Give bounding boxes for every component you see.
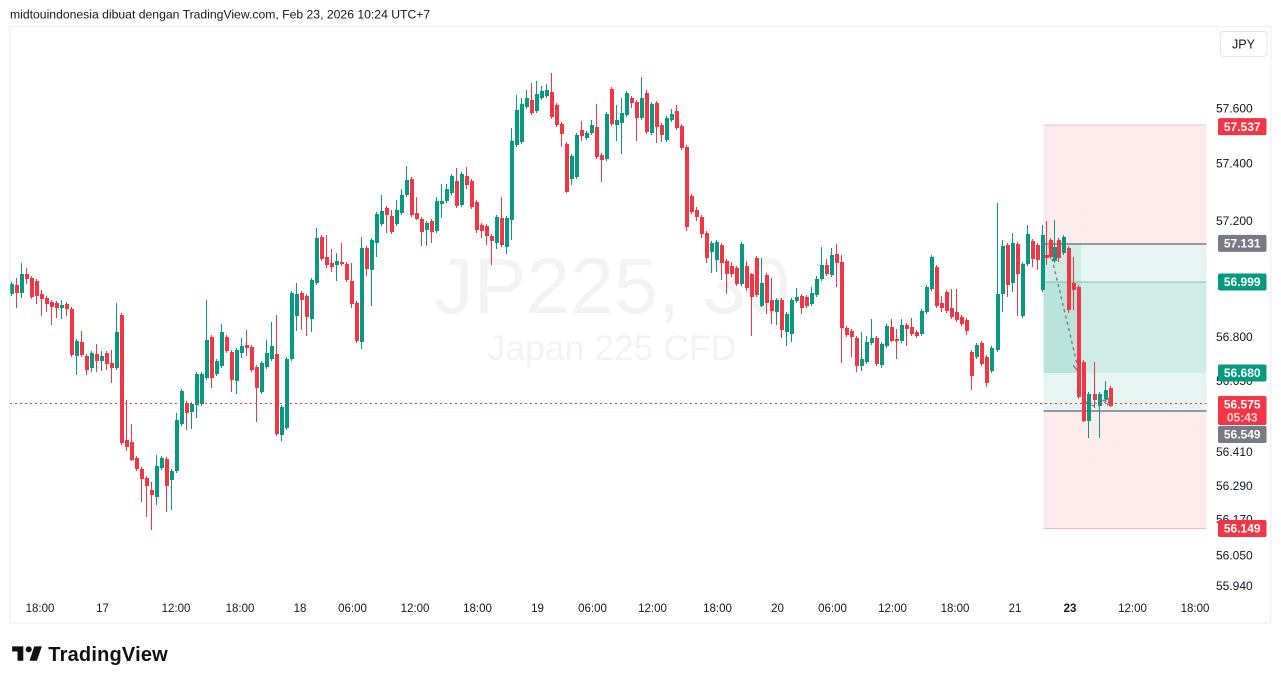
- svg-text:12:00: 12:00: [638, 603, 667, 615]
- svg-text:56.050: 56.050: [1216, 549, 1253, 563]
- svg-text:18:00: 18:00: [703, 603, 732, 615]
- svg-text:56.680: 56.680: [1224, 366, 1261, 380]
- svg-text:17: 17: [96, 603, 109, 615]
- svg-text:Japan 225 CFD: Japan 225 CFD: [488, 328, 737, 368]
- svg-text:06:00: 06:00: [818, 603, 847, 615]
- svg-text:TradingView: TradingView: [48, 644, 168, 666]
- svg-text:57.131: 57.131: [1224, 237, 1261, 251]
- svg-text:12:00: 12:00: [878, 603, 907, 615]
- svg-text:57.537: 57.537: [1224, 120, 1261, 134]
- svg-text:21: 21: [1009, 603, 1022, 615]
- svg-text:18:00: 18:00: [1181, 603, 1210, 615]
- svg-text:18:00: 18:00: [226, 603, 255, 615]
- svg-text:18: 18: [294, 603, 307, 615]
- svg-text:56.149: 56.149: [1224, 522, 1261, 536]
- svg-text:56.800: 56.800: [1216, 330, 1253, 344]
- svg-text:12:00: 12:00: [401, 603, 430, 615]
- svg-text:JP225, 30: JP225, 30: [434, 241, 790, 330]
- svg-text:56.290: 56.290: [1216, 479, 1253, 493]
- svg-text:06:00: 06:00: [338, 603, 367, 615]
- svg-text:56.999: 56.999: [1224, 275, 1261, 289]
- svg-text:55.940: 55.940: [1216, 579, 1253, 593]
- svg-text:05:43: 05:43: [1227, 411, 1258, 425]
- svg-text:56.410: 56.410: [1216, 445, 1253, 459]
- svg-text:57.200: 57.200: [1216, 214, 1253, 228]
- svg-text:20: 20: [771, 603, 784, 615]
- svg-text:12:00: 12:00: [162, 603, 191, 615]
- svg-text:18:00: 18:00: [463, 603, 492, 615]
- svg-text:19: 19: [531, 603, 544, 615]
- svg-text:56.549: 56.549: [1224, 428, 1261, 442]
- svg-text:57.400: 57.400: [1216, 157, 1253, 171]
- svg-text:18:00: 18:00: [941, 603, 970, 615]
- svg-text:57.600: 57.600: [1216, 102, 1253, 116]
- svg-text:12:00: 12:00: [1118, 603, 1147, 615]
- svg-text:06:00: 06:00: [578, 603, 607, 615]
- svg-text:midtouindonesia dibuat dengan: midtouindonesia dibuat dengan TradingVie…: [10, 8, 430, 22]
- svg-text:JPY: JPY: [1232, 38, 1256, 52]
- svg-text:18:00: 18:00: [26, 603, 55, 615]
- svg-text:56.575: 56.575: [1224, 398, 1261, 412]
- svg-text:23: 23: [1064, 603, 1077, 615]
